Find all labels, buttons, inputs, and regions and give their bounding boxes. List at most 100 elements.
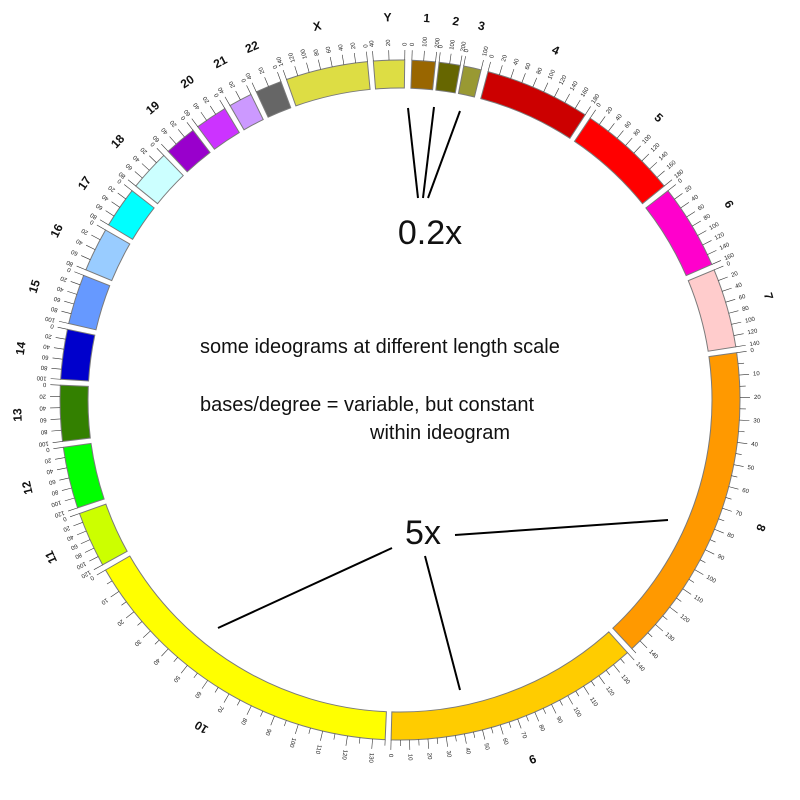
tick-mark [574,99,581,109]
tick-label: 100 [36,374,47,381]
tick-label: 40 [151,657,160,666]
tick-mark [664,179,673,187]
tick-mark [725,299,736,303]
tick-mark [52,357,63,360]
tick-label: 60 [70,248,79,256]
tick-label: 40 [751,442,759,449]
chromosome-label-2: 2 [452,14,461,29]
tick-label: 140 [719,242,731,252]
tick-label: 60 [624,120,633,129]
tick-label: 20 [115,618,124,627]
tick-label: 60 [152,133,161,142]
tick-mark [294,66,299,76]
tick-mark [736,350,747,353]
tick-label: 20 [139,145,148,154]
chromosome-label-1: 1 [423,11,431,25]
tick-label: 80 [313,48,321,57]
tick-label: 60 [326,45,333,53]
tick-mark [463,56,466,67]
tick-label: 20 [386,39,392,47]
tick-mark [358,737,361,744]
tick-mark [96,569,106,576]
tick-mark [656,170,665,178]
tick-mark [722,507,732,512]
tick-mark [427,738,430,749]
tick-mark [333,733,336,740]
chromosome-label-16: 16 [47,221,66,239]
tick-mark [575,690,580,697]
tick-label: 0 [180,114,187,121]
ideogram-X [285,61,371,107]
tick-label: 100 [705,575,717,586]
tick-label: 80 [65,258,74,266]
tick-label: 100 [44,314,56,322]
tick-label: 100 [422,36,429,47]
tick-mark [105,210,115,217]
ideogram-9 [390,631,629,741]
tick-mark [201,680,208,689]
tick-mark [608,123,615,132]
tick-mark [154,639,160,645]
tick-label: 110 [588,697,599,709]
tick-mark [669,606,678,614]
tick-mark [200,111,207,121]
tick-label: 50 [482,743,490,752]
tick-mark [180,665,188,674]
tick-mark [117,192,126,200]
tick-mark [532,77,538,88]
tick-mark [521,73,526,83]
tick-mark [641,153,650,162]
tick-mark [64,300,74,305]
ideogram-16 [85,229,131,282]
tick-label: 20 [501,54,509,63]
tick-label: 10 [406,754,412,762]
tick-label: 80 [536,66,544,75]
tick-mark [121,601,127,606]
tick-mark [329,56,333,67]
tick-label: 120 [650,142,662,154]
tick-label: 80 [73,551,82,560]
tick-mark [584,106,591,116]
tick-mark [209,105,216,115]
caption-line-3: within ideogram [370,422,511,444]
tick-label: 80 [726,532,735,540]
caption-line-2: bases/degree = variable, but constant [200,394,535,416]
tick-mark [709,539,716,543]
ideogram-22 [255,80,292,118]
tick-label: 100 [547,68,557,80]
tick-label: 40 [735,282,744,290]
tick-label: 120 [340,749,348,760]
pointer-small-3 [427,110,461,199]
tick-label: 100 [287,737,296,749]
tick-mark [583,686,590,695]
tick-mark [111,201,120,208]
tick-label: 70 [519,731,527,740]
tick-mark [161,143,169,152]
tick-label: 140 [570,80,580,92]
ideogram-20 [197,107,240,150]
tick-mark [667,184,676,191]
tick-mark [526,715,529,722]
chromosome-label-9: 9 [527,751,538,767]
tick-mark [235,90,241,100]
tick-label: 0 [88,574,94,581]
tick-mark [127,179,136,187]
tick-mark [686,211,696,218]
tick-mark [722,287,732,292]
tick-label: 80 [50,305,59,313]
ideogram-2 [435,61,461,94]
tick-mark [534,712,540,722]
tick-mark [246,85,252,95]
tick-mark [733,464,744,467]
tick-label: 80 [50,488,59,496]
tick-label: 80 [40,364,48,371]
tick-label: 160 [724,252,736,262]
tick-mark [459,55,463,66]
tick-mark [738,430,745,433]
tick-label: 110 [314,744,322,755]
tick-mark [649,162,658,170]
tick-mark [61,487,72,491]
tick-label: 60 [741,488,750,496]
tick-label: 60 [697,203,706,212]
tick-mark [639,640,648,649]
